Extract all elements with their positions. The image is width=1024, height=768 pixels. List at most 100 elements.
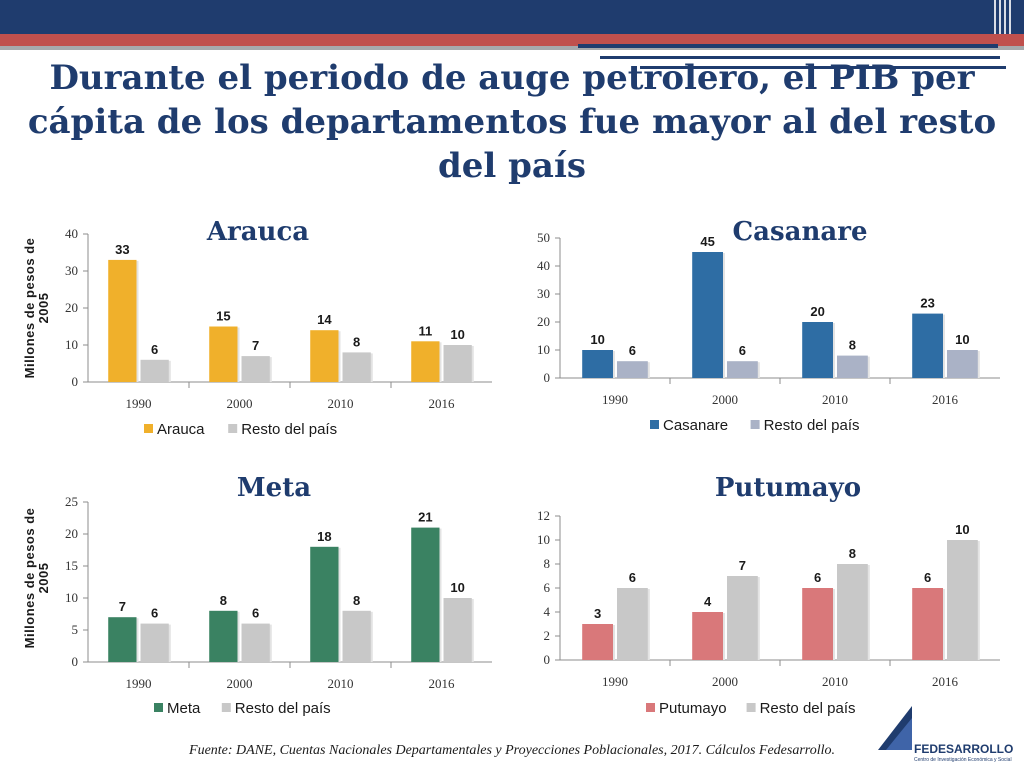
data-label: 3 (594, 606, 601, 621)
chart-arauca: Arauca Millones de pesos de2005 0 10 20 30 40 1… (14, 208, 504, 458)
bar-resto-del-pais (443, 598, 472, 662)
bar-resto-del-pais (837, 564, 868, 660)
legend-swatch (228, 424, 238, 433)
logo-subtext: Centro de Investigación Económica y Soci… (914, 757, 1012, 763)
bar-casanare (692, 252, 723, 378)
data-label: 6 (151, 342, 158, 357)
data-label: 8 (353, 334, 360, 349)
y-tick-label: 40 (537, 258, 550, 273)
header-grey-line (0, 46, 1024, 50)
legend-swatch (650, 420, 659, 429)
header-decor-line (600, 56, 1000, 59)
y-axis-label: Millones de pesos de2005 (22, 508, 51, 649)
header-bar (0, 0, 1024, 34)
bar-arauca (310, 330, 339, 382)
legend-swatch (746, 703, 756, 712)
logo-text: FEDESARROLLO (914, 742, 1014, 756)
bar-resto-del-pais (140, 359, 169, 382)
data-label: 14 (317, 312, 332, 327)
data-label: 8 (220, 593, 227, 608)
bar-resto-del-pais (727, 361, 758, 378)
y-axis-label: Millones de pesos de2005 (22, 238, 51, 379)
y-tick-label: 10 (537, 532, 550, 547)
bar-resto-del-pais (617, 361, 648, 378)
legend-label: Casanare (663, 417, 728, 434)
bar-arauca (209, 326, 238, 382)
data-label: 10 (450, 327, 464, 342)
bar-resto-del-pais (241, 356, 270, 382)
data-label: 4 (704, 594, 712, 609)
legend-label: Resto del país (235, 700, 331, 717)
data-label: 8 (849, 546, 856, 561)
bar-putumayo (692, 612, 723, 660)
chart-title: Arauca (206, 217, 309, 247)
data-label: 8 (353, 593, 360, 608)
data-label: 18 (317, 529, 331, 544)
data-label: 23 (920, 296, 934, 311)
fedesarrollo-logo: FEDESARROLLO Centro de Investigación Eco… (874, 706, 1014, 766)
y-tick-label: 15 (65, 558, 78, 573)
x-tick-label: 2016 (932, 392, 959, 407)
legend-swatch (750, 420, 760, 429)
y-tick-label: 2 (544, 628, 551, 643)
y-tick-label: 6 (544, 580, 551, 595)
x-tick-label: 2010 (328, 676, 354, 691)
header-decor-line (640, 66, 1006, 69)
bar-resto-del-pais (241, 623, 270, 662)
bar-casanare (912, 313, 943, 378)
bar-putumayo (582, 624, 613, 660)
bar-resto-del-pais (342, 610, 371, 662)
header-red-band (0, 34, 1024, 46)
chart-svg: Meta Millones de pesos de2005 0 5 10 15 20 25 19… (22, 473, 492, 717)
y-tick-label: 30 (65, 263, 78, 278)
y-tick-label: 8 (544, 556, 551, 571)
legend-label: Arauca (157, 421, 205, 438)
y-tick-label: 20 (65, 300, 78, 315)
data-label: 7 (119, 599, 126, 614)
y-tick-label: 0 (72, 654, 79, 669)
data-label: 10 (955, 332, 969, 347)
x-tick-label: 2010 (822, 674, 848, 689)
x-tick-label: 2010 (328, 396, 354, 411)
slide-title: Durante el periodo de auge petrolero, el… (27, 58, 997, 186)
data-label: 10 (450, 580, 464, 595)
bar-casanare (582, 350, 613, 378)
y-tick-label: 30 (537, 286, 550, 301)
bar-resto-del-pais (617, 588, 648, 660)
x-tick-label: 1990 (126, 396, 152, 411)
legend-swatch (154, 703, 163, 712)
x-tick-label: 1990 (126, 676, 152, 691)
y-tick-label: 0 (544, 370, 551, 385)
x-tick-label: 2000 (227, 396, 253, 411)
bar-casanare (802, 322, 833, 378)
bar-putumayo (802, 588, 833, 660)
bar-resto-del-pais (947, 350, 978, 378)
chart-casanare: Casanare 0 10 20 30 40 50 1990 10 6 2000 45 6 2010 20 8… (510, 208, 1010, 458)
y-tick-label: 5 (72, 622, 79, 637)
data-label: 33 (115, 242, 129, 257)
chart-svg: Arauca Millones de pesos de2005 0 10 20 30 40 1… (22, 217, 492, 438)
bar-arauca (108, 259, 137, 382)
chart-title: Putumayo (715, 473, 861, 503)
y-tick-label: 50 (537, 230, 550, 245)
source-note: Fuente: DANE, Cuentas Nacionales Departa… (189, 743, 835, 758)
x-tick-label: 2000 (712, 392, 738, 407)
y-tick-label: 4 (544, 604, 551, 619)
data-label: 10 (590, 332, 604, 347)
data-label: 11 (418, 323, 432, 338)
bar-resto-del-pais (140, 623, 169, 662)
legend-label: Resto del país (241, 421, 337, 438)
bar-meta (411, 527, 440, 662)
chart-title: Casanare (732, 217, 867, 247)
y-tick-label: 10 (65, 337, 78, 352)
y-tick-label: 10 (537, 342, 550, 357)
chart-putumayo: Putumayo 0 2 4 6 8 10 12 1990 3 6 2000 4 7 2010 6 8 2016 6… (510, 468, 1010, 728)
x-tick-label: 1990 (602, 392, 628, 407)
bar-arauca (411, 341, 440, 382)
x-tick-label: 1990 (602, 674, 628, 689)
legend-label: Meta (167, 700, 201, 717)
y-tick-label: 0 (72, 374, 79, 389)
x-tick-label: 2016 (932, 674, 959, 689)
legend-swatch (221, 703, 231, 712)
data-label: 45 (700, 234, 714, 249)
